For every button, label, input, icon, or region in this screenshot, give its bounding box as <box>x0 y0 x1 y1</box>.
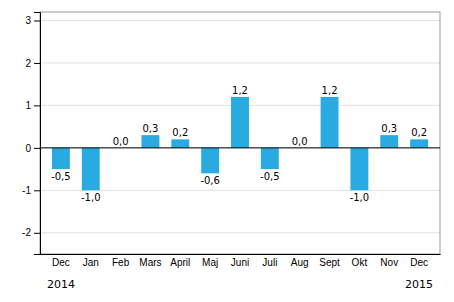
y-tick-label: 1 <box>25 100 31 111</box>
data-label: -0,5 <box>260 171 280 182</box>
bars <box>52 97 428 190</box>
data-label: 0,0 <box>292 136 308 147</box>
grid-line <box>40 232 440 233</box>
x-tick-label: Feb <box>112 257 130 268</box>
y-tick-mark <box>34 105 40 106</box>
bar <box>350 148 368 190</box>
y-tick-mark <box>34 190 40 191</box>
bar <box>141 135 159 148</box>
zero-line <box>40 147 440 148</box>
data-label: 0,0 <box>113 136 129 147</box>
x-tick-label: Okt <box>352 257 368 268</box>
x-tick: Juni <box>231 254 249 268</box>
y-axis-line <box>34 13 41 255</box>
x-tick: Dec <box>52 254 70 268</box>
data-label: 0,3 <box>142 123 158 134</box>
x-tick: Aug <box>291 254 309 268</box>
x-axis-line <box>41 254 441 255</box>
bar <box>171 139 189 147</box>
x-tick: Sept <box>319 254 340 268</box>
y-tick-label: -1 <box>22 185 31 196</box>
x-tick-label: Aug <box>291 257 309 268</box>
plot-frame <box>40 12 440 254</box>
x-tick-label: April <box>170 257 190 268</box>
x-tick: Nov <box>380 254 398 268</box>
data-label: 0,2 <box>172 127 188 138</box>
bar <box>52 148 70 169</box>
data-label: -1,0 <box>350 192 370 203</box>
bar <box>201 148 219 173</box>
x-tick: Mars <box>139 254 161 268</box>
bar <box>82 148 100 190</box>
y-tick-label: 3 <box>25 15 31 26</box>
data-label: 0,2 <box>411 127 427 138</box>
y-tick-mark <box>34 63 40 64</box>
x-axis: Dec Jan Feb Mars April Maj Juni Juli Aug Sept Okt N… <box>41 254 441 268</box>
bar <box>321 97 339 148</box>
data-labels: -0,5 -1,0 0,0 0,3 0,2 -0,6 1,2 -0,5 0,0 1,2 -1,0 0,… <box>51 85 427 203</box>
y-tick: 3 <box>25 15 40 26</box>
y-tick-label: 0 <box>25 143 31 154</box>
x-tick: Dec <box>410 254 428 268</box>
x-tick-label: Sept <box>319 257 340 268</box>
data-label: 1,2 <box>232 85 248 96</box>
y-tick: 1 <box>25 100 40 111</box>
x-tick: Feb <box>112 254 130 268</box>
data-label: -0,5 <box>51 171 71 182</box>
y-tick-mark <box>34 20 40 21</box>
y-tick-label: 2 <box>25 58 31 69</box>
x-tick-label: Maj <box>202 257 218 268</box>
x-tick-label: Juli <box>262 257 277 268</box>
y-tick-mark <box>34 148 40 149</box>
annotation: 2015 <box>405 278 433 291</box>
bar <box>261 148 279 169</box>
x-tick-label: Dec <box>410 257 428 268</box>
x-tick: Jan <box>83 254 99 268</box>
grid-line <box>40 20 440 21</box>
data-label: -0,6 <box>200 175 220 186</box>
x-tick-label: Juni <box>231 257 249 268</box>
grid-line <box>40 190 440 191</box>
data-label: -1,0 <box>81 192 101 203</box>
y-tick-label: -2 <box>22 227 31 238</box>
bar <box>410 139 428 147</box>
y-tick: -1 <box>22 185 40 196</box>
y-tick-mark <box>34 233 40 234</box>
data-label: 1,2 <box>322 85 338 96</box>
x-tick-label: Mars <box>139 257 161 268</box>
y-tick: -2 <box>22 227 40 238</box>
annotation: 2014 <box>47 278 75 291</box>
x-tick: Juli <box>262 254 277 268</box>
y-axis: -2 -1 0 1 2 3 <box>22 13 40 255</box>
x-tick-label: Nov <box>380 257 398 268</box>
plot: -2 -1 0 1 2 3 Dec Jan Feb Mars April Maj Juni Juli Aug… <box>22 12 440 291</box>
chart: -2 -1 0 1 2 3 Dec Jan Feb Mars April Maj Juni Juli Aug… <box>0 0 454 302</box>
x-tick: Maj <box>202 254 218 268</box>
grid-line <box>40 62 440 63</box>
x-tick-label: Dec <box>52 257 70 268</box>
bar <box>231 97 249 148</box>
bar <box>380 135 398 148</box>
grid <box>40 20 440 232</box>
grid-line <box>40 147 440 148</box>
y-tick: 2 <box>25 58 40 69</box>
x-tick: Okt <box>352 254 368 268</box>
x-tick: April <box>170 254 190 268</box>
data-label: 0,3 <box>381 123 397 134</box>
y-tick: 0 <box>25 143 40 154</box>
x-tick-label: Jan <box>83 257 99 268</box>
